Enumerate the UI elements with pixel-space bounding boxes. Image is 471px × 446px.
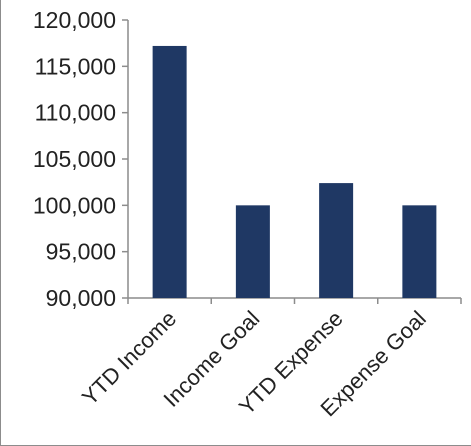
y-tick-label: 95,000	[46, 239, 116, 265]
y-tick-label: 115,000	[35, 53, 116, 79]
y-tick-label: 90,000	[46, 285, 116, 311]
y-tick-label: 120,000	[33, 7, 116, 33]
bar	[402, 205, 437, 298]
y-tick-label: 100,000	[33, 192, 116, 218]
y-tick-label: 105,000	[33, 146, 116, 172]
bar	[235, 205, 270, 298]
bar	[319, 183, 354, 298]
y-tick-label: 110,000	[35, 100, 116, 126]
bar	[152, 45, 187, 298]
